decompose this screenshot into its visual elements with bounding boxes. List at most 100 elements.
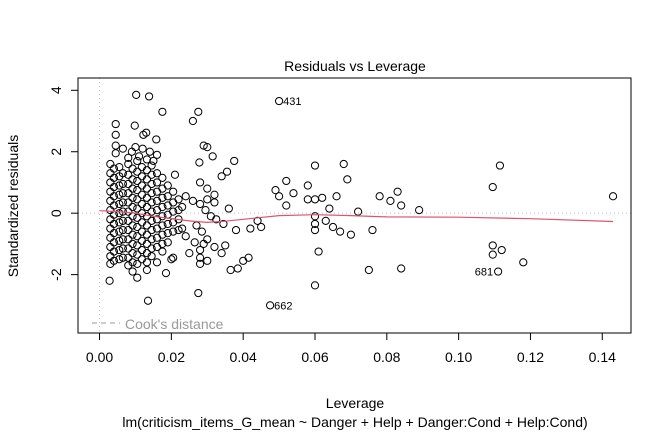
data-point [257, 222, 266, 232]
data-point [303, 181, 312, 190]
data-point [142, 221, 152, 230]
data-point [138, 144, 147, 153]
data-point [128, 175, 137, 184]
data-point [128, 258, 137, 267]
data-point [133, 186, 142, 195]
data-point [353, 207, 363, 216]
smoother-line-group [99, 210, 614, 224]
data-point [109, 182, 119, 192]
data-point [124, 170, 133, 179]
data-point [274, 192, 284, 201]
data-point [142, 202, 152, 212]
data-point [128, 184, 137, 193]
data-point [318, 193, 327, 202]
data-point [274, 96, 284, 106]
data-point [118, 144, 127, 153]
data-point [163, 229, 172, 238]
data-point [128, 193, 137, 202]
data-point [106, 159, 115, 169]
data-point [142, 239, 152, 249]
data-point [106, 187, 115, 196]
data-point [142, 184, 152, 193]
data-point [109, 256, 119, 265]
data-point [147, 189, 156, 198]
data-point [152, 258, 162, 267]
cooks-distance-legend: Cook's distance [92, 316, 224, 332]
data-point [194, 288, 203, 298]
data-point [158, 212, 167, 221]
data-point [115, 181, 124, 190]
data-point [109, 229, 119, 238]
data-point [169, 227, 178, 236]
data-point [106, 233, 115, 242]
data-point [181, 192, 190, 201]
data-point [115, 227, 124, 236]
data-point [217, 172, 226, 181]
data-point [188, 196, 198, 205]
data-point [195, 253, 205, 262]
data-point [519, 258, 528, 267]
data-point [133, 176, 142, 186]
data-point [147, 216, 156, 225]
data-point [128, 221, 137, 230]
data-point [325, 204, 334, 213]
data-point [224, 204, 233, 213]
data-point [128, 202, 137, 212]
data-point [158, 193, 167, 202]
data-point [163, 238, 172, 247]
data-point [169, 187, 178, 196]
data-point [169, 253, 178, 262]
chart-subtitle: lm(criticism_items_G_mean ~ Danger + Hel… [122, 414, 587, 430]
data-point [195, 158, 204, 167]
data-point [310, 212, 320, 221]
data-point [266, 301, 275, 310]
data-point [115, 209, 124, 218]
data-point [497, 245, 506, 255]
data-point [178, 202, 187, 212]
data-point [310, 195, 320, 204]
data-point [233, 264, 242, 273]
data-point [169, 207, 178, 216]
data-point [222, 167, 232, 176]
data-point [178, 224, 187, 233]
x-tick-label: 0.02 [158, 349, 185, 365]
data-point [139, 130, 148, 139]
data-point [195, 259, 205, 268]
data-point [210, 242, 219, 252]
data-point [142, 265, 152, 275]
data-point [488, 250, 497, 259]
data-point [106, 178, 115, 187]
data-point [124, 207, 133, 216]
plot-frame [77, 77, 632, 334]
data-point [115, 190, 124, 199]
data-point [163, 181, 172, 190]
data-point [336, 227, 345, 236]
data-point [115, 245, 124, 255]
data-point [124, 198, 133, 207]
data-point [111, 130, 120, 139]
data-point [375, 192, 384, 201]
data-point [115, 218, 124, 227]
data-point [488, 182, 497, 192]
data-point [368, 225, 377, 235]
data-point [124, 244, 133, 253]
data-point [124, 235, 133, 244]
data-point [109, 247, 119, 256]
data-point [206, 212, 215, 221]
data-point [608, 192, 618, 201]
data-point [118, 216, 127, 225]
data-point [118, 198, 127, 207]
data-point [115, 236, 124, 245]
data-point [163, 192, 172, 201]
data-point [133, 213, 142, 222]
data-point [145, 92, 154, 101]
data-point [118, 189, 127, 198]
data-point [109, 164, 119, 173]
data-point [128, 249, 137, 258]
data-point [145, 147, 154, 156]
data-point [133, 259, 142, 268]
data-point [106, 169, 115, 178]
data-points [105, 90, 618, 310]
data-point [106, 224, 115, 233]
point-label-681: 681 [475, 267, 493, 279]
